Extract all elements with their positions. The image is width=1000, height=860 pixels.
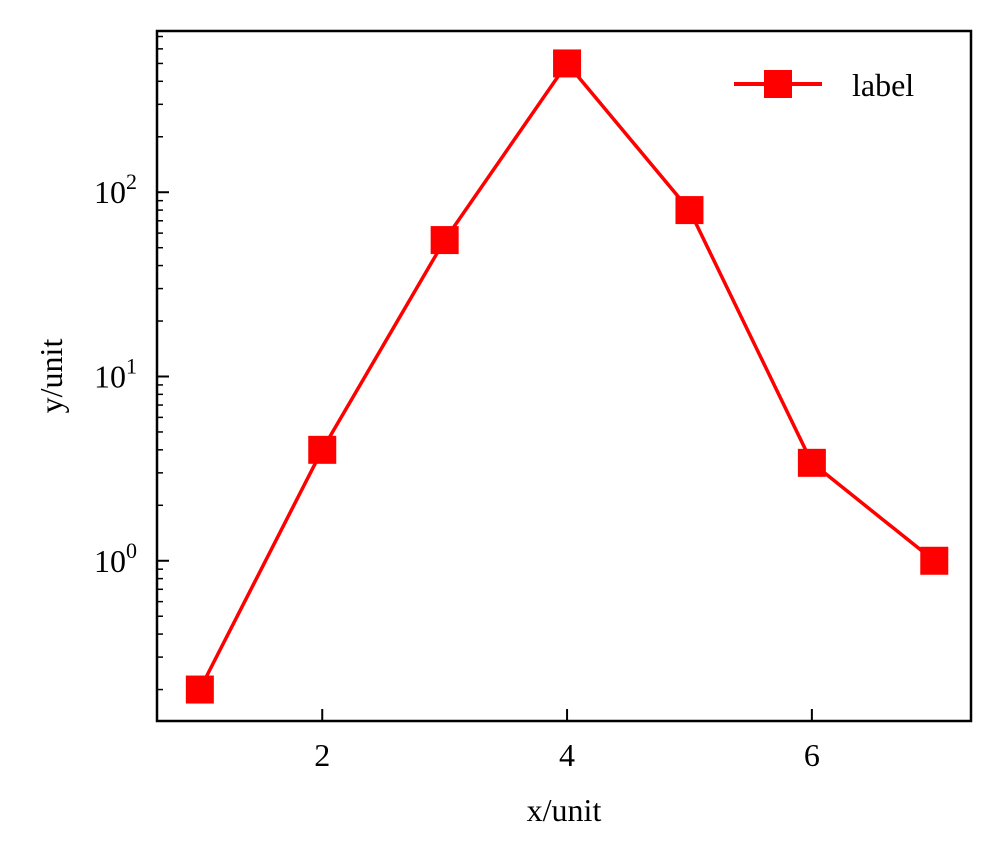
y-axis-title: y/unit bbox=[33, 339, 69, 414]
data-point bbox=[308, 435, 337, 464]
data-point bbox=[675, 196, 704, 225]
data-point bbox=[797, 448, 826, 477]
x-tick-label: 4 bbox=[559, 737, 575, 773]
legend-marker bbox=[764, 70, 792, 98]
y-tick-label: 100 bbox=[94, 538, 137, 579]
x-tick-label: 2 bbox=[314, 737, 330, 773]
series-layer bbox=[185, 49, 949, 704]
x-tick-label: 6 bbox=[804, 737, 820, 773]
y-tick-label: 101 bbox=[94, 353, 137, 394]
data-point bbox=[553, 49, 582, 78]
y-tick-label: 102 bbox=[94, 169, 137, 210]
legend-label: label bbox=[852, 67, 914, 103]
legend: label bbox=[734, 67, 914, 103]
data-point bbox=[185, 675, 214, 704]
data-point bbox=[430, 226, 459, 255]
series-line bbox=[198, 61, 936, 691]
x-axis-title: x/unit bbox=[527, 792, 602, 828]
ticks-layer: 2 4 6 100 101 102 bbox=[94, 35, 820, 773]
data-point bbox=[920, 546, 949, 575]
plot-frame bbox=[155, 29, 973, 723]
